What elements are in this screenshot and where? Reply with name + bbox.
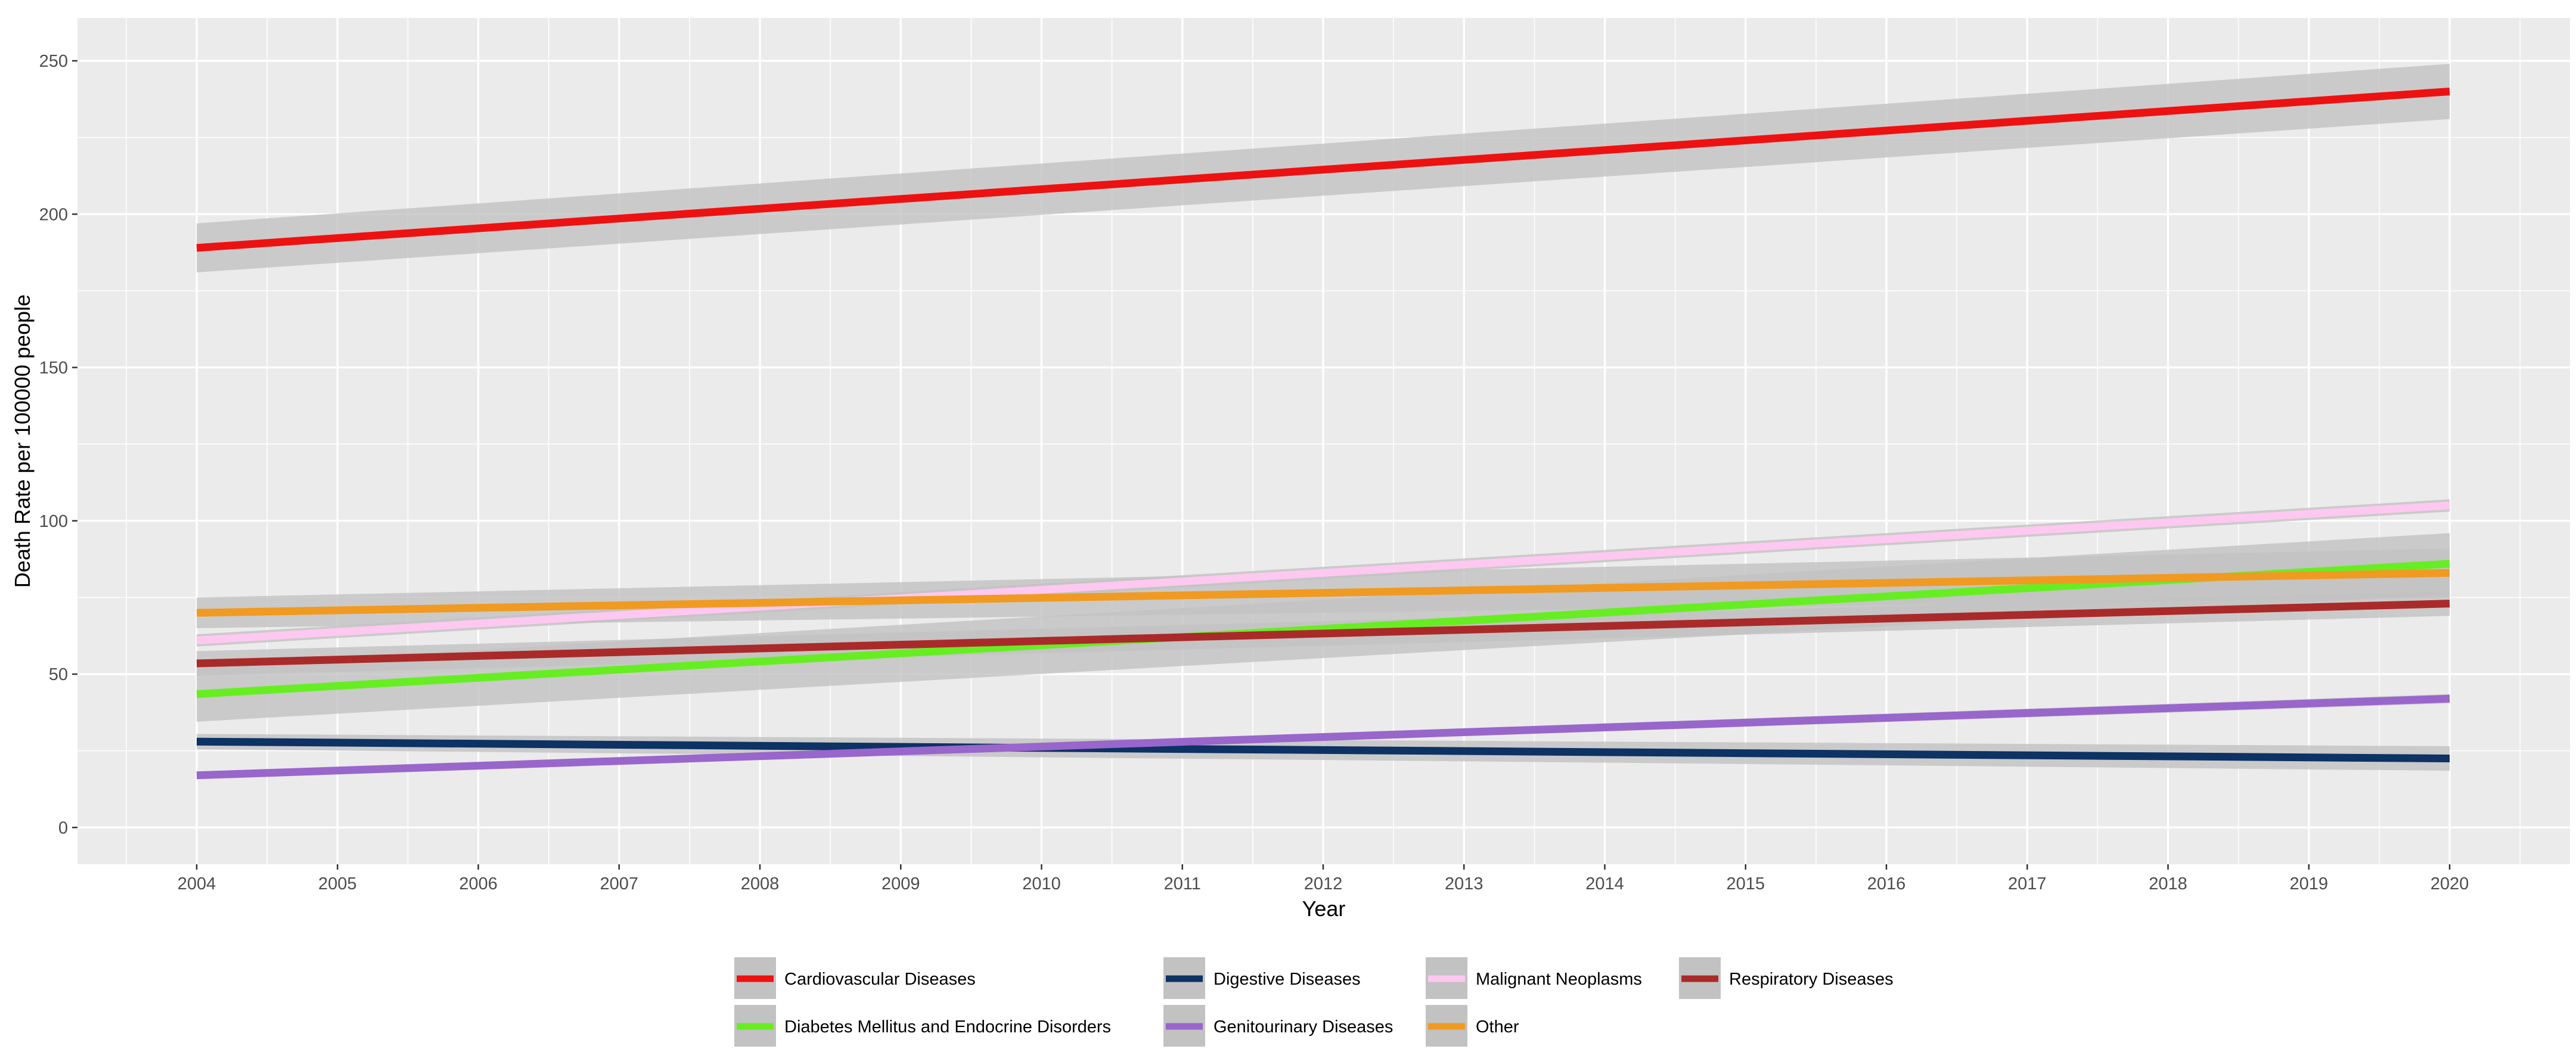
y-tick-label: 250 [39, 52, 68, 71]
legend-label: Respiratory Diseases [1729, 970, 1894, 989]
x-tick-label: 2017 [2008, 874, 2047, 893]
legend-label: Genitourinary Diseases [1213, 1017, 1393, 1037]
series-line [196, 501, 2450, 644]
x-tick-label: 2007 [600, 874, 638, 893]
x-tick-label: 2004 [178, 874, 216, 893]
x-tick-label: 2015 [1726, 874, 1765, 893]
y-tick-label: 0 [58, 818, 68, 837]
x-tick-label: 2013 [1445, 874, 1483, 893]
x-tick-label: 2009 [882, 874, 920, 893]
y-tick-label: 150 [39, 359, 68, 378]
y-axis-title: Death Rate per 100000 people [10, 294, 35, 588]
x-tick-label: 2011 [1164, 874, 1201, 893]
series-line [196, 737, 2450, 762]
series-lines [196, 87, 2450, 780]
x-tick-label: 2010 [1022, 874, 1061, 893]
y-tick-label: 100 [39, 512, 68, 531]
y-axis: 0 50 100 150 200 250 [39, 52, 77, 837]
y-tick-label: 50 [49, 665, 68, 684]
legend-label: Cardiovascular Diseases [784, 970, 976, 989]
legend-label: Other [1476, 1017, 1519, 1037]
legend-label: Malignant Neoplasms [1476, 970, 1642, 989]
series-line [196, 87, 2450, 252]
legend-label: Diabetes Mellitus and Endocrine Disorder… [784, 1017, 1111, 1037]
y-tick-label: 200 [39, 205, 68, 224]
series-line [196, 600, 2450, 668]
x-axis: 2004 2005 2006 2007 2008 2009 2010 2011 2012 2013… [178, 864, 2469, 893]
x-axis-title: Year [1302, 896, 1346, 921]
legend-label: Digestive Diseases [1213, 970, 1361, 989]
series-line [196, 694, 2450, 780]
x-tick-label: 2012 [1304, 874, 1343, 893]
x-tick-label: 2019 [2289, 874, 2328, 893]
x-tick-label: 2020 [2431, 874, 2469, 893]
x-tick-label: 2008 [741, 874, 780, 893]
x-tick-label: 2014 [1585, 874, 1624, 893]
series-line [196, 560, 2450, 698]
x-tick-label: 2016 [1867, 874, 1906, 893]
series-line [196, 569, 2450, 617]
x-tick-label: 2006 [459, 874, 498, 893]
legend: Cardiovascular Diseases Diabetes Mellitus… [734, 957, 1894, 1047]
x-tick-label: 2018 [2149, 874, 2187, 893]
x-tick-label: 2005 [318, 874, 357, 893]
